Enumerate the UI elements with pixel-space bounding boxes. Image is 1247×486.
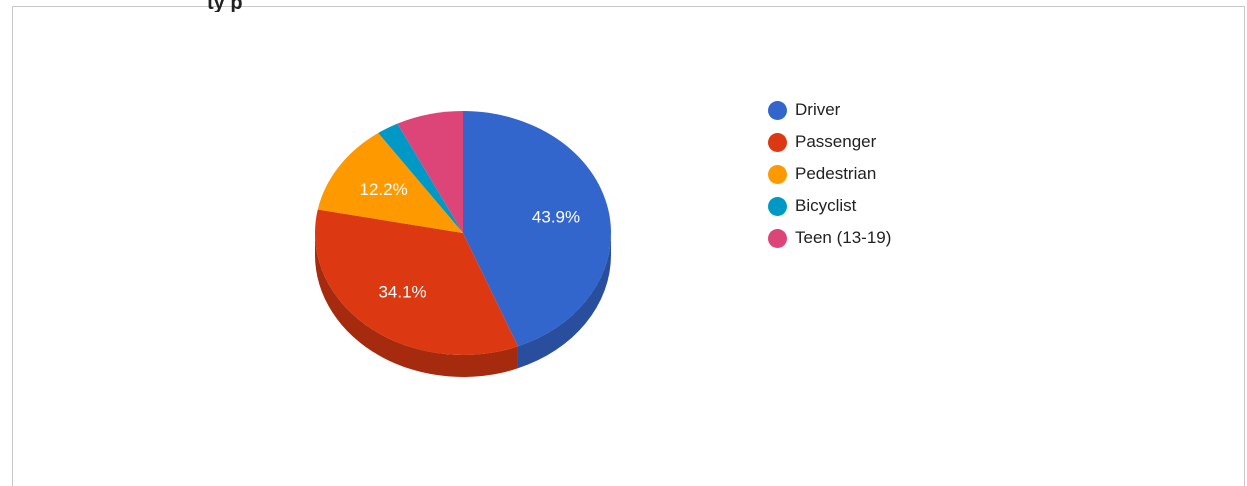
- legend-label-bicyclist: Bicyclist: [795, 196, 857, 215]
- legend-item-driver[interactable]: Driver: [768, 94, 891, 126]
- legend-item-bicyclist[interactable]: Bicyclist: [768, 190, 891, 222]
- slice-label-driver: 43.9%: [532, 208, 580, 227]
- legend-swatch-teen-13-19: [768, 228, 787, 248]
- slice-label-passenger: 34.1%: [378, 283, 426, 302]
- legend-label-passenger: Passenger: [795, 132, 877, 151]
- pie-side-driver: [517, 233, 611, 369]
- legend-label-teen-13-19: Teen (13-19): [795, 228, 892, 247]
- pie-slice-passenger[interactable]: [315, 209, 518, 355]
- pie-slice-driver[interactable]: [463, 111, 611, 347]
- legend-label-driver: Driver: [795, 100, 841, 119]
- slice-label-pedestrian: 12.2%: [360, 180, 408, 199]
- pie-slice-pedestrian[interactable]: [317, 133, 463, 233]
- legend-item-teen-13-19[interactable]: Teen (13-19): [768, 222, 891, 254]
- legend-item-pedestrian[interactable]: Pedestrian: [768, 158, 891, 190]
- chart-title-fragment: ty p: [207, 0, 243, 12]
- legend-swatch-driver: [768, 100, 787, 120]
- pie-slice-teen-13-19[interactable]: [397, 111, 463, 233]
- chart-frame: ty p: [12, 0, 1245, 486]
- legend-swatch-passenger: [768, 132, 787, 152]
- pie-slice-bicyclist[interactable]: [378, 123, 463, 233]
- legend-item-passenger[interactable]: Passenger: [768, 126, 891, 158]
- chart-legend: Driver Passenger Pedestrian Bicyclist Teen (…: [768, 94, 891, 254]
- legend-label-pedestrian: Pedestrian: [795, 164, 877, 183]
- legend-swatch-pedestrian: [768, 164, 787, 184]
- pie-side-passenger: [315, 233, 518, 377]
- legend-swatch-bicyclist: [768, 196, 787, 216]
